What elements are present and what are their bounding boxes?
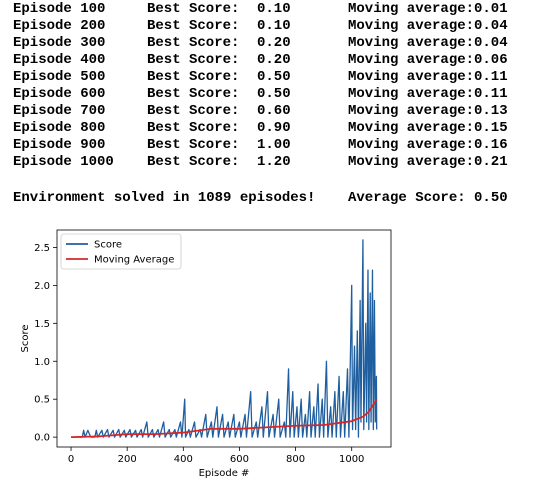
x-tick-label: 600 xyxy=(230,454,249,465)
moving-average-value: 0.13 xyxy=(474,103,508,119)
x-tick-label: 0 xyxy=(68,454,74,465)
legend-label: Moving Average xyxy=(94,255,174,266)
moving-average-value: 0.06 xyxy=(474,52,508,68)
best-score-value: 0.90 xyxy=(257,120,291,136)
log-episode: Episode 500 xyxy=(13,69,106,85)
moving-average-label: Moving average: xyxy=(348,120,475,136)
moving-average-value: 0.16 xyxy=(474,137,508,153)
y-axis-label: Score xyxy=(20,324,31,352)
score-series-line xyxy=(71,239,378,438)
best-score-label: Best Score: xyxy=(147,86,240,102)
x-axis-label: Episode # xyxy=(199,468,250,479)
y-tick-label: 0.0 xyxy=(34,433,50,444)
best-score-label: Best Score: xyxy=(147,154,240,170)
moving-average-label: Moving average: xyxy=(348,35,475,51)
log-episode: Episode 1000 xyxy=(13,154,114,170)
best-score-value: 1.20 xyxy=(257,154,291,170)
best-score-label: Best Score: xyxy=(147,69,240,85)
y-tick-label: 2.0 xyxy=(34,281,50,292)
moving-average-label: Moving average: xyxy=(348,1,475,17)
y-tick-label: 1.0 xyxy=(34,357,50,368)
x-tick-label: 400 xyxy=(174,454,193,465)
best-score-label: Best Score: xyxy=(147,35,240,51)
y-tick-label: 0.5 xyxy=(34,395,50,406)
legend-box xyxy=(60,233,182,270)
x-tick-label: 800 xyxy=(286,454,305,465)
y-tick-label: 2.5 xyxy=(34,243,50,254)
moving-average-label: Moving average: xyxy=(348,18,475,34)
best-score-value: 1.00 xyxy=(257,137,291,153)
best-score-value: 0.50 xyxy=(257,69,291,85)
best-score-label: Best Score: xyxy=(147,18,240,34)
moving-average-label: Moving average: xyxy=(348,86,475,102)
log-episode: Episode 800 xyxy=(13,120,106,136)
moving-average-value: 0.04 xyxy=(474,18,508,34)
solved-message: Environment solved in 1089 episodes! xyxy=(13,190,316,206)
moving-average-label: Moving average: xyxy=(348,154,475,170)
log-episode: Episode 100 xyxy=(13,1,106,17)
log-episode: Episode 700 xyxy=(13,103,106,119)
best-score-value: 0.20 xyxy=(257,35,291,51)
best-score-value: 0.10 xyxy=(257,1,291,17)
average-score-text: Average Score: 0.50 xyxy=(348,190,508,206)
best-score-value: 0.20 xyxy=(257,52,291,68)
best-score-label: Best Score: xyxy=(147,52,240,68)
log-episode: Episode 200 xyxy=(13,18,106,34)
solved-summary: Environment solved in 1089 episodes! Ave… xyxy=(13,190,508,238)
log-episode: Episode 900 xyxy=(13,137,106,153)
best-score-label: Best Score: xyxy=(147,1,240,17)
moving-average-value: 0.11 xyxy=(474,69,508,85)
moving-average-value: 0.11 xyxy=(474,86,508,102)
moving-average-label: Moving average: xyxy=(348,103,475,119)
moving-average-label: Moving average: xyxy=(348,137,475,153)
log-episode: Episode 300 xyxy=(13,35,106,51)
x-tick-label: 200 xyxy=(118,454,137,465)
moving-average-label: Moving average: xyxy=(348,69,475,85)
log-episode: Episode 600 xyxy=(13,86,106,102)
score-chart: 0 200 400 600 800 1000 0.0 0.5 1.0 1.5 2.0 2.5 Episo… xyxy=(20,229,392,479)
moving-average-series-line xyxy=(71,398,378,439)
moving-average-value: 0.04 xyxy=(474,35,508,51)
moving-average-label: Moving average: xyxy=(348,52,475,68)
moving-average-value: 0.01 xyxy=(474,1,508,17)
y-tick-label: 1.5 xyxy=(34,319,50,330)
best-score-label: Best Score: xyxy=(147,103,240,119)
legend-label: Score xyxy=(94,240,122,251)
x-tick-label: 1000 xyxy=(339,454,364,465)
best-score-value: 0.60 xyxy=(257,103,291,119)
best-score-value: 0.50 xyxy=(257,86,291,102)
log-episode: Episode 400 xyxy=(13,52,106,68)
moving-average-value: 0.21 xyxy=(474,154,508,170)
moving-average-value: 0.15 xyxy=(474,120,508,136)
best-score-value: 0.10 xyxy=(257,18,291,34)
best-score-label: Best Score: xyxy=(147,120,240,136)
best-score-label: Best Score: xyxy=(147,137,240,153)
